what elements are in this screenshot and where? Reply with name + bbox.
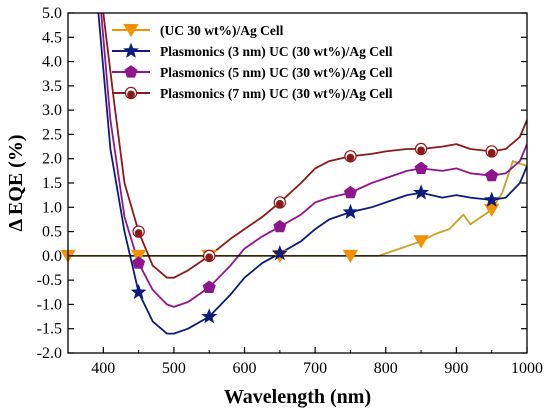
series-1-marker	[130, 249, 147, 263]
series-1-marker	[483, 203, 500, 217]
plot-frame	[67, 12, 528, 354]
y-axis-title: Δ EQE (%)	[5, 135, 27, 232]
legend-marker	[124, 65, 138, 78]
y-tick-label: -1.0	[37, 296, 62, 313]
y-tick-label: -1.5	[37, 321, 62, 338]
series-layer	[68, 13, 527, 335]
series-1-marker	[342, 249, 359, 263]
legend-label: Plasmonics (3 nm) UC (30 wt%)/Ag Cell	[160, 44, 393, 59]
x-tick-label: 800	[374, 360, 398, 377]
series-2-marker	[413, 184, 429, 200]
legend: (UC 30 wt%)/Ag Cell Plasmonics (3 nm) UC …	[112, 23, 393, 101]
y-tick-label: 2.5	[42, 126, 62, 143]
marker-layer	[60, 142, 500, 324]
series-line-2	[97, 13, 527, 335]
y-tick-label: 1.5	[42, 175, 62, 192]
x-axis-title: Wavelength (nm)	[224, 386, 371, 408]
y-tick-label: 3.0	[42, 102, 62, 119]
legend-item-2: Plasmonics (3 nm) UC (30 wt%)/Ag Cell	[112, 42, 393, 59]
y-tick-label: 0.0	[42, 248, 62, 265]
series-4-marker	[273, 196, 287, 209]
legend-marker	[123, 42, 139, 58]
series-2-marker	[271, 245, 288, 261]
tick-layer: 400 500 600 700 800 900 1000 -2.0 -1.5 -1.0 -0.5 0.…	[37, 5, 543, 377]
series-2-marker	[342, 203, 359, 219]
x-tick-label: 400	[91, 360, 115, 377]
y-tick-label: -0.5	[37, 272, 62, 289]
y-tick-label: 3.5	[42, 78, 62, 95]
y-tick-label: -2.0	[37, 345, 62, 362]
series-4-marker	[485, 145, 498, 158]
series-4-marker	[344, 150, 357, 163]
y-tick-label: 4.5	[42, 29, 62, 46]
x-tick-label: 500	[162, 360, 186, 377]
series-4-marker	[132, 225, 145, 238]
y-tick-label: 2.0	[42, 151, 62, 168]
x-tick-label: 900	[444, 360, 468, 377]
series-3-marker	[414, 161, 428, 174]
y-tick-label: 1.0	[42, 199, 62, 216]
y-tick-label: 5.0	[42, 5, 62, 22]
series-1-marker	[413, 235, 429, 249]
legend-label: (UC 30 wt%)/Ag Cell	[160, 23, 284, 38]
series-2-marker	[483, 191, 500, 207]
series-2-marker	[130, 283, 147, 300]
series-3-marker	[485, 168, 499, 182]
series-line-4	[102, 13, 527, 279]
y-tick-label: 0.5	[42, 224, 62, 241]
series-2-marker	[201, 308, 218, 324]
x-tick-label: 600	[233, 360, 257, 377]
x-tick-label: 1000	[511, 360, 543, 377]
series-4-marker	[414, 142, 428, 156]
legend-item-1: (UC 30 wt%)/Ag Cell	[112, 23, 284, 38]
series-line-1	[68, 160, 527, 257]
legend-label: Plasmonics (5 nm) UC (30 wt%)/Ag Cell	[160, 65, 393, 80]
series-3-marker	[202, 280, 216, 294]
x-tick-label: 700	[303, 360, 327, 377]
series-line-3	[100, 13, 527, 308]
legend-marker	[124, 86, 138, 100]
series-4-marker	[203, 249, 216, 263]
legend-marker	[123, 23, 139, 38]
legend-label: Plasmonics (7 nm) UC (30 wt%)/Ag Cell	[160, 86, 393, 101]
legend-item-3: Plasmonics (5 nm) UC (30 wt%)/Ag Cell	[112, 65, 393, 80]
series-3-marker	[343, 185, 357, 199]
legend-item-4: Plasmonics (7 nm) UC (30 wt%)/Ag Cell	[112, 86, 393, 101]
y-tick-label: 4.0	[42, 54, 62, 71]
series-3-marker	[132, 256, 146, 269]
series-3-marker	[273, 219, 287, 233]
